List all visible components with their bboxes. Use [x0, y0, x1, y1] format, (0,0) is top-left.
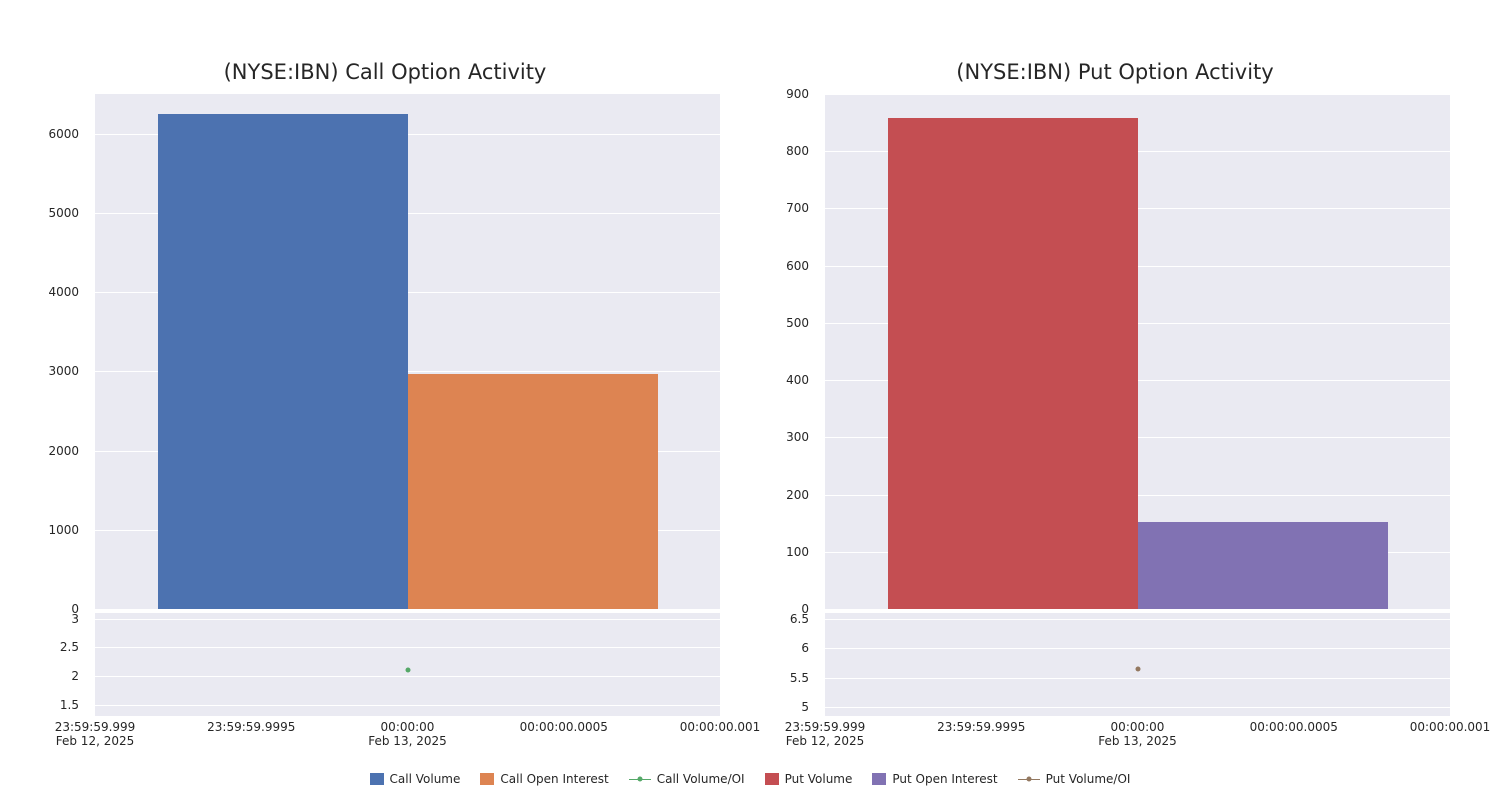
y-tick-label: 700: [786, 201, 809, 215]
y-tick-label: 6.5: [790, 612, 809, 626]
y-tick-label: 500: [786, 316, 809, 330]
call-volume-oi-point: [405, 668, 410, 673]
x-tick-label: 00:00:00.001: [680, 720, 761, 734]
x-tick-label: 00:00:00.0005: [1250, 720, 1338, 734]
x-tick-label: 23:59:59.9995: [937, 720, 1025, 734]
gridline: [825, 707, 1450, 708]
x-tick-label: 23:59:59.9995: [207, 720, 295, 734]
y-tick-label: 3: [71, 612, 79, 626]
gridline: [95, 609, 720, 610]
right-main-plot: 0100200300400500600700800900: [825, 94, 1450, 609]
call-volume-bar: [158, 114, 408, 609]
left-main-plot: 0100020003000400050006000: [95, 94, 720, 609]
legend-put-volume-oi: Put Volume/OI: [1018, 772, 1131, 786]
right-chart-stack: 0100200300400500600700800900 55.566.5 23…: [770, 94, 1460, 756]
gridline: [95, 647, 720, 648]
y-tick-label: 300: [786, 430, 809, 444]
left-sub-plot: 1.522.53: [95, 613, 720, 716]
left-panel: (NYSE:IBN) Call Option Activity 01000200…: [40, 60, 730, 756]
y-tick-label: 2: [71, 669, 79, 683]
left-x-axis: 23:59:59.999Feb 12, 202523:59:59.999500:…: [95, 716, 720, 756]
y-tick-label: 3000: [48, 364, 79, 378]
x-tick-label: 23:59:59.999Feb 12, 2025: [55, 720, 136, 749]
x-tick-label: 00:00:00Feb 13, 2025: [1098, 720, 1177, 749]
legend-swatch-icon: [872, 773, 886, 785]
y-tick-label: 600: [786, 259, 809, 273]
legend: Call Volume Call Open Interest Call Volume…: [0, 766, 1500, 800]
gridline: [825, 678, 1450, 679]
x-tick-label: 23:59:59.999Feb 12, 2025: [785, 720, 866, 749]
legend-swatch-icon: [765, 773, 779, 785]
y-tick-label: 2.5: [60, 640, 79, 654]
gridline: [95, 676, 720, 677]
left-main-plot-area: [95, 94, 720, 609]
legend-label: Call Volume: [390, 772, 461, 786]
x-tick-label: 00:00:00.0005: [520, 720, 608, 734]
x-tick-label: 00:00:00Feb 13, 2025: [368, 720, 447, 749]
left-chart-stack: 0100020003000400050006000 1.522.53 23:59…: [40, 94, 730, 756]
legend-label: Put Volume/OI: [1046, 772, 1131, 786]
legend-call-volume-oi: Call Volume/OI: [629, 772, 745, 786]
y-tick-label: 400: [786, 373, 809, 387]
legend-line-icon: [629, 774, 651, 784]
gridline: [95, 619, 720, 620]
y-tick-label: 5.5: [790, 671, 809, 685]
right-sub-plot-area: [825, 613, 1450, 716]
y-tick-label: 4000: [48, 285, 79, 299]
right-main-plot-area: [825, 94, 1450, 609]
gridline: [825, 94, 1450, 95]
legend-line-icon: [1018, 774, 1040, 784]
gridline: [95, 705, 720, 706]
panels-row: (NYSE:IBN) Call Option Activity 01000200…: [0, 0, 1500, 766]
y-tick-label: 2000: [48, 444, 79, 458]
x-tick-label: 00:00:00.001: [1410, 720, 1491, 734]
y-tick-label: 1.5: [60, 698, 79, 712]
figure: (NYSE:IBN) Call Option Activity 01000200…: [0, 0, 1500, 800]
legend-label: Put Volume: [785, 772, 853, 786]
legend-swatch-icon: [370, 773, 384, 785]
call-open-interest-bar: [408, 374, 658, 609]
y-tick-label: 1000: [48, 523, 79, 537]
legend-put-open-interest: Put Open Interest: [872, 772, 997, 786]
gridline: [825, 609, 1450, 610]
left-title: (NYSE:IBN) Call Option Activity: [40, 60, 730, 84]
left-sub-plot-area: [95, 613, 720, 716]
legend-put-volume: Put Volume: [765, 772, 853, 786]
legend-call-open-interest: Call Open Interest: [480, 772, 608, 786]
put-open-interest-bar: [1138, 522, 1388, 609]
y-tick-label: 5000: [48, 206, 79, 220]
y-tick-label: 5: [801, 700, 809, 714]
right-title: (NYSE:IBN) Put Option Activity: [770, 60, 1460, 84]
legend-label: Put Open Interest: [892, 772, 997, 786]
y-tick-label: 100: [786, 545, 809, 559]
put-volume-oi-point: [1135, 666, 1140, 671]
gridline: [825, 648, 1450, 649]
right-sub-plot: 55.566.5: [825, 613, 1450, 716]
y-tick-label: 200: [786, 488, 809, 502]
y-tick-label: 800: [786, 144, 809, 158]
y-tick-label: 6: [801, 641, 809, 655]
legend-call-volume: Call Volume: [370, 772, 461, 786]
legend-label: Call Open Interest: [500, 772, 608, 786]
right-panel: (NYSE:IBN) Put Option Activity 010020030…: [770, 60, 1460, 756]
y-tick-label: 900: [786, 87, 809, 101]
right-x-axis: 23:59:59.999Feb 12, 202523:59:59.999500:…: [825, 716, 1450, 756]
gridline: [825, 619, 1450, 620]
put-volume-bar: [888, 118, 1138, 609]
y-tick-label: 6000: [48, 127, 79, 141]
legend-label: Call Volume/OI: [657, 772, 745, 786]
legend-swatch-icon: [480, 773, 494, 785]
